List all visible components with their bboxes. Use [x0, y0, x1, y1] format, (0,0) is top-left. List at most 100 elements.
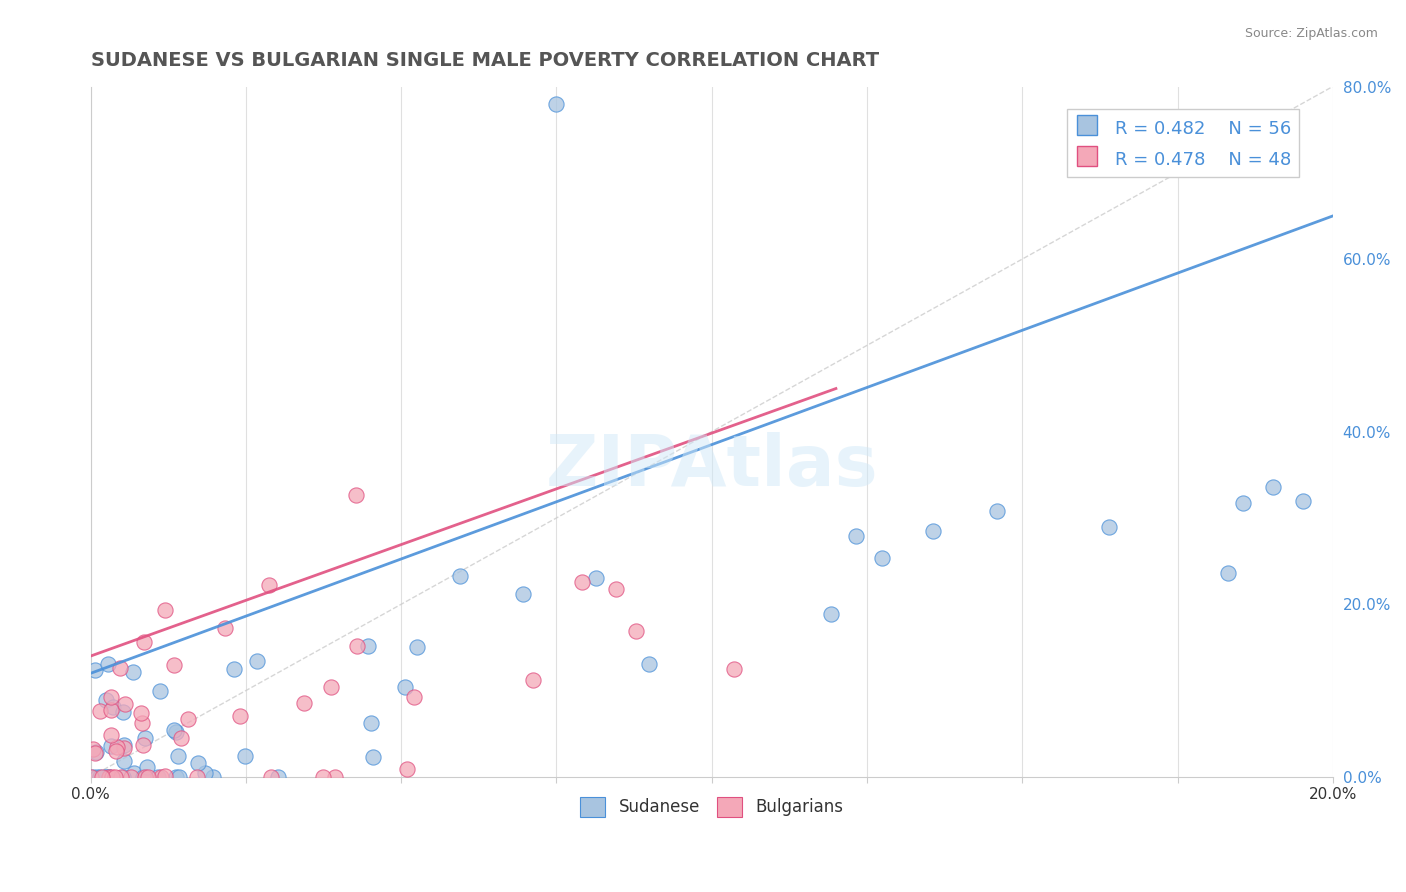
Bulgarians: [136, 770, 159, 784]
Sudanese: [585, 571, 607, 585]
Text: Source: ZipAtlas.com: Source: ZipAtlas.com: [1244, 27, 1378, 40]
Bulgarians: [134, 770, 156, 784]
Bulgarians: [120, 770, 142, 784]
Bulgarians: [114, 697, 136, 711]
Bulgarians: [105, 739, 128, 754]
Bulgarians: [101, 770, 124, 784]
Bulgarians: [292, 696, 315, 710]
Sudanese: [146, 770, 169, 784]
Bulgarians: [82, 742, 104, 756]
Sudanese: [820, 607, 842, 622]
Sudanese: [111, 770, 134, 784]
Sudanese: [986, 504, 1008, 518]
Sudanese: [82, 770, 104, 784]
Sudanese: [86, 770, 108, 784]
Bulgarians: [170, 731, 193, 746]
Sudanese: [222, 662, 245, 676]
Sudanese: [1218, 566, 1240, 581]
Sudanese: [512, 587, 534, 601]
Bulgarians: [395, 762, 418, 776]
Sudanese: [132, 770, 155, 784]
Sudanese: [100, 739, 122, 754]
Sudanese: [163, 723, 186, 737]
Bulgarians: [153, 603, 176, 617]
Bulgarians: [229, 708, 252, 723]
Sudanese: [187, 756, 209, 771]
Sudanese: [84, 745, 107, 759]
Bulgarians: [163, 657, 186, 672]
Sudanese: [124, 766, 146, 780]
Bulgarians: [312, 770, 335, 784]
Bulgarians: [129, 706, 152, 720]
Bulgarians: [132, 635, 155, 649]
Sudanese: [1291, 493, 1313, 508]
Bulgarians: [344, 488, 367, 502]
Bulgarians: [108, 660, 131, 674]
Sudanese: [167, 770, 190, 784]
Sudanese: [406, 640, 429, 655]
Bulgarians: [112, 740, 135, 755]
Sudanese: [96, 770, 118, 784]
Sudanese: [96, 692, 118, 706]
Sudanese: [361, 750, 384, 764]
Sudanese: [98, 770, 121, 784]
Bulgarians: [80, 770, 103, 784]
Sudanese: [246, 654, 269, 668]
Sudanese: [134, 731, 156, 745]
Bulgarians: [257, 577, 280, 591]
Sudanese: [93, 770, 115, 784]
Bulgarians: [177, 712, 200, 726]
Sudanese: [233, 749, 256, 764]
Bulgarians: [131, 738, 153, 752]
Bulgarians: [402, 690, 425, 704]
Sudanese: [360, 715, 382, 730]
Sudanese: [89, 770, 111, 784]
Sudanese: [149, 684, 172, 698]
Sudanese: [267, 770, 290, 784]
Bulgarians: [260, 770, 283, 784]
Bulgarians: [624, 624, 647, 638]
Bulgarians: [83, 746, 105, 760]
Sudanese: [84, 663, 107, 677]
Sudanese: [546, 96, 568, 111]
Legend: Sudanese, Bulgarians: Sudanese, Bulgarians: [574, 790, 849, 823]
Bulgarians: [100, 690, 122, 704]
Sudanese: [1261, 480, 1284, 494]
Sudanese: [136, 759, 159, 773]
Bulgarians: [104, 744, 127, 758]
Bulgarians: [723, 662, 745, 676]
Bulgarians: [131, 715, 153, 730]
Sudanese: [112, 738, 135, 752]
Sudanese: [111, 705, 134, 719]
Bulgarians: [89, 704, 111, 718]
Sudanese: [845, 529, 868, 543]
Bulgarians: [100, 703, 122, 717]
Bulgarians: [605, 582, 627, 596]
Bulgarians: [214, 621, 236, 635]
Sudanese: [98, 770, 121, 784]
Bulgarians: [186, 770, 208, 784]
Bulgarians: [522, 673, 544, 687]
Sudanese: [202, 770, 225, 784]
Sudanese: [637, 657, 659, 671]
Bulgarians: [323, 770, 346, 784]
Bulgarians: [346, 639, 368, 653]
Bulgarians: [571, 575, 593, 590]
Bulgarians: [98, 770, 121, 784]
Bulgarians: [155, 769, 177, 783]
Sudanese: [449, 569, 471, 583]
Bulgarians: [149, 770, 172, 784]
Sudanese: [165, 770, 187, 784]
Sudanese: [394, 680, 416, 694]
Sudanese: [114, 755, 136, 769]
Sudanese: [122, 665, 145, 679]
Sudanese: [1232, 496, 1254, 510]
Sudanese: [101, 699, 124, 714]
Sudanese: [166, 749, 188, 764]
Bulgarians: [104, 770, 127, 784]
Bulgarians: [91, 770, 114, 784]
Sudanese: [194, 765, 217, 780]
Sudanese: [165, 724, 187, 739]
Text: SUDANESE VS BULGARIAN SINGLE MALE POVERTY CORRELATION CHART: SUDANESE VS BULGARIAN SINGLE MALE POVERT…: [90, 51, 879, 70]
Bulgarians: [100, 728, 122, 742]
